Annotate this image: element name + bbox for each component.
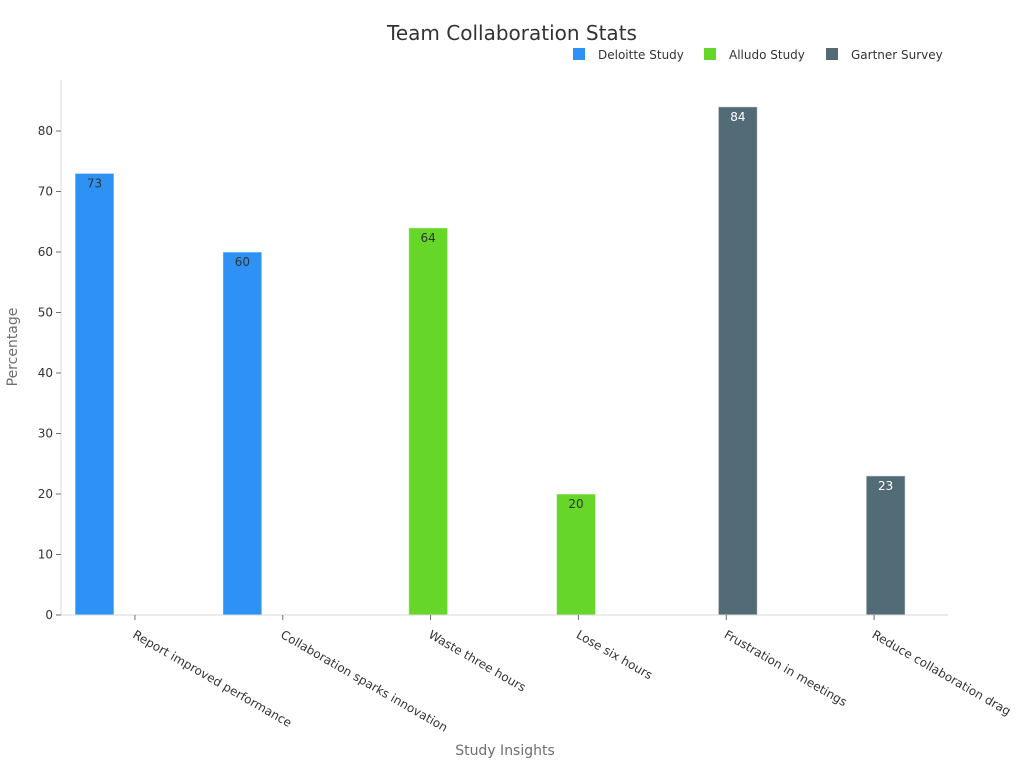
bar bbox=[74, 172, 115, 616]
x-tick-label: Lose six hours bbox=[574, 627, 655, 682]
data-label: 84 bbox=[730, 110, 745, 124]
legend-swatch-alludo bbox=[704, 48, 716, 60]
bar bbox=[865, 475, 906, 616]
x-tick-label: Report improved performance bbox=[130, 627, 294, 730]
bar bbox=[717, 106, 758, 616]
data-label: 23 bbox=[878, 479, 893, 493]
legend-label-deloitte: Deloitte Study bbox=[598, 48, 684, 62]
legend-label-alludo: Alludo Study bbox=[729, 48, 805, 62]
x-tick-label: Waste three hours bbox=[426, 627, 528, 694]
y-tick-label: 70 bbox=[38, 185, 53, 199]
y-tick-label: 20 bbox=[38, 487, 53, 501]
data-label: 60 bbox=[235, 255, 250, 269]
y-tick-label: 80 bbox=[38, 124, 53, 138]
legend: Deloitte Study Alludo Study Gartner Surv… bbox=[573, 48, 943, 62]
legend-swatch-gartner bbox=[826, 48, 838, 60]
x-axis-title: Study Insights bbox=[455, 743, 555, 759]
y-tick-label: 10 bbox=[38, 548, 53, 562]
x-tick-label: Reduce collaboration drag bbox=[870, 627, 1014, 718]
chart-title: Team Collaboration Stats bbox=[386, 21, 637, 45]
bar bbox=[408, 227, 449, 616]
y-tick-label: 30 bbox=[38, 427, 53, 441]
legend-label-gartner: Gartner Survey bbox=[851, 48, 943, 62]
data-label: 73 bbox=[87, 176, 102, 190]
plot-area: 0 10 20 30 40 50 60 70 80 73 60 64 20 84 23 Report impr… bbox=[38, 80, 1013, 735]
data-label: 20 bbox=[568, 497, 583, 511]
x-tick-label: Frustration in meetings bbox=[722, 627, 850, 709]
bar bbox=[556, 493, 596, 616]
x-tick-label: Collaboration sparks innovation bbox=[278, 627, 450, 734]
bar bbox=[222, 251, 263, 616]
y-tick-label: 60 bbox=[38, 245, 53, 259]
y-tick-label: 50 bbox=[38, 306, 53, 320]
y-tick-label: 0 bbox=[45, 608, 53, 622]
legend-swatch-deloitte bbox=[573, 48, 585, 60]
data-label: 64 bbox=[421, 231, 436, 245]
y-axis-title: Percentage bbox=[5, 308, 21, 387]
y-tick-label: 40 bbox=[38, 366, 53, 380]
